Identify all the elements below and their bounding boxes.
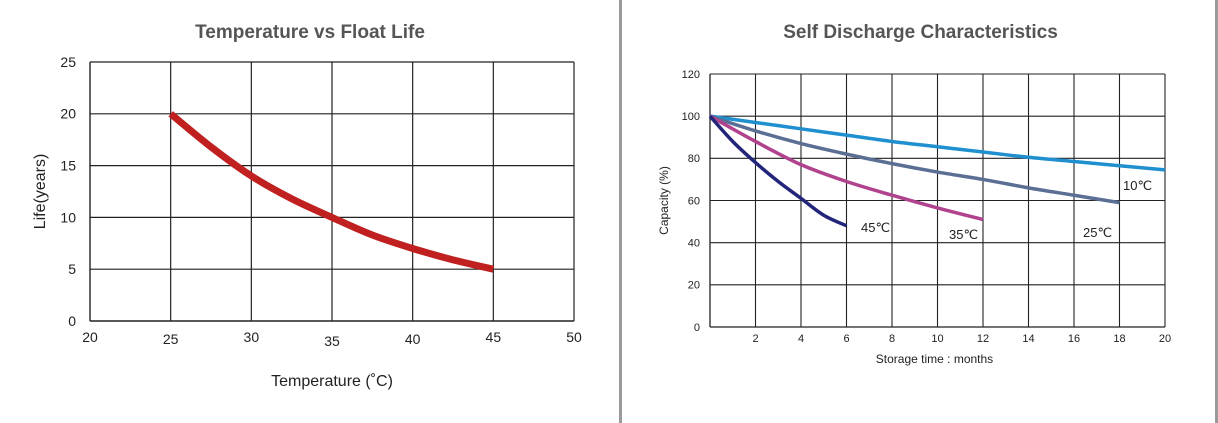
x-tick-label: 10 <box>931 333 943 345</box>
panel-divider <box>619 0 622 423</box>
series-line <box>709 114 1166 172</box>
series-line <box>709 114 984 222</box>
x-tick-label: 50 <box>566 329 582 345</box>
y-tick-label: 5 <box>68 261 76 277</box>
x-tick-label: 40 <box>405 331 421 347</box>
y-tick-label: 60 <box>688 195 700 207</box>
x-tick-label: 14 <box>1022 333 1034 345</box>
y-tick-label: 40 <box>688 238 700 250</box>
y-tick-label: 20 <box>60 106 76 122</box>
self-discharge-panel: Self Discharge Characteristics 2 4 6 8 10 12 1… <box>623 0 1218 423</box>
x-tick-label: 45 <box>486 329 502 345</box>
x-tick-label: 6 <box>843 333 849 345</box>
x-tick-label: 35 <box>324 333 340 349</box>
x-tick-label: 16 <box>1068 333 1080 345</box>
x-tick-label: 20 <box>82 329 98 345</box>
chart-title: Temperature vs Float Life <box>195 22 425 43</box>
series-label: 35℃ <box>949 227 978 242</box>
float-life-panel: Temperature vs Float Life 20 25 30 35 40 45 50… <box>32 22 582 390</box>
y-tick-label: 25 <box>60 54 76 70</box>
y-tick-label: 0 <box>68 313 76 329</box>
series-line <box>168 111 495 273</box>
series-label: 45℃ <box>861 220 890 235</box>
x-tick-label: 30 <box>244 329 260 345</box>
y-tick-label: 20 <box>688 280 700 292</box>
series-label: 10℃ <box>1123 178 1152 193</box>
x-tick-label: 18 <box>1113 333 1125 345</box>
x-axis-label: Temperature (˚C) <box>271 373 393 390</box>
series-line <box>709 114 1120 205</box>
y-tick-label: 15 <box>60 158 76 174</box>
y-tick-label: 10 <box>60 209 76 225</box>
y-tick-label: 80 <box>688 153 700 165</box>
y-axis-label: Life(years) <box>32 154 49 230</box>
x-tick-label: 4 <box>798 333 804 345</box>
y-tick-label: 0 <box>694 322 700 334</box>
x-tick-label: 20 <box>1159 333 1171 345</box>
chart-title: Self Discharge Characteristics <box>783 22 1058 43</box>
y-axis-label: Capacity (%) <box>657 166 671 235</box>
series-label: 25℃ <box>1083 225 1112 240</box>
series-line <box>708 114 848 228</box>
right-border <box>1215 0 1218 423</box>
x-tick-label: 2 <box>752 333 758 345</box>
float-life-chart: 20 25 30 35 40 45 50 0 5 10 15 20 25 Temperature (˚C)… <box>32 54 582 390</box>
y-tick-label: 120 <box>682 69 700 81</box>
x-tick-label: 8 <box>889 333 895 345</box>
x-axis-label: Storage time : months <box>876 352 993 366</box>
x-tick-label: 12 <box>977 333 989 345</box>
self-discharge-chart: 2 4 6 8 10 12 14 16 18 20 0 20 40 60 80 100 120 Storage t… <box>657 69 1171 366</box>
y-tick-label: 100 <box>682 111 700 123</box>
x-tick-label: 25 <box>163 331 179 347</box>
